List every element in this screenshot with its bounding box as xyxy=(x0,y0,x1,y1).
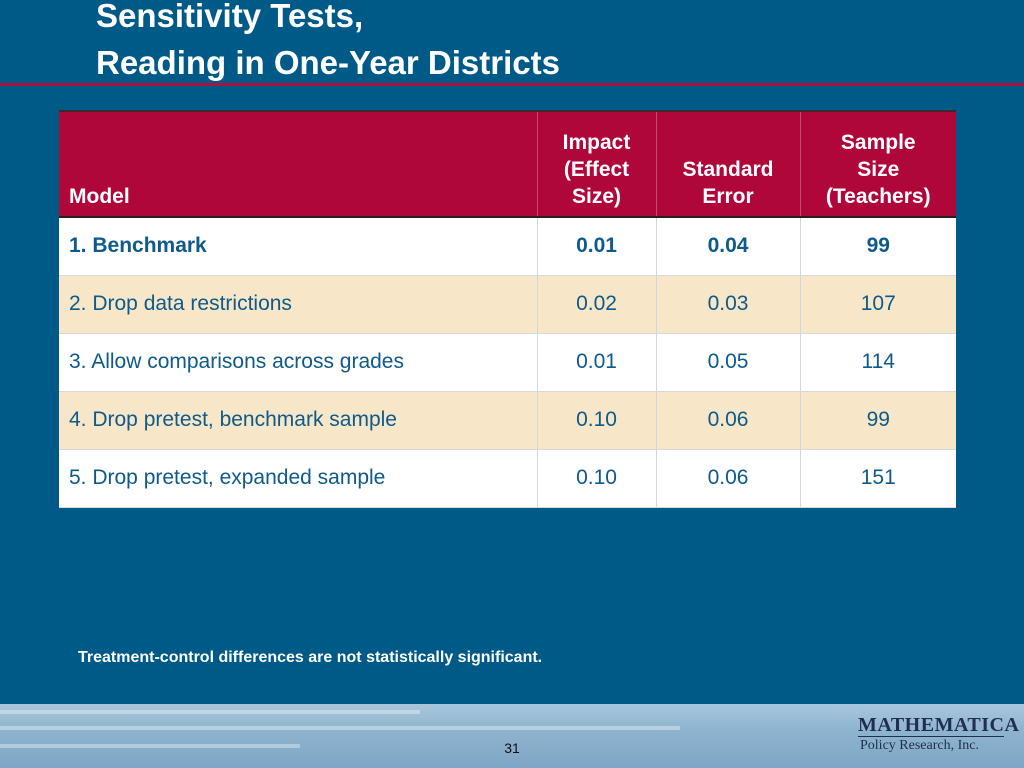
footer-streak xyxy=(0,710,420,714)
header-sample-size: Sample Size (Teachers) xyxy=(799,110,956,218)
cell-impact: 0.01 xyxy=(536,217,656,276)
logo-divider xyxy=(858,736,1004,737)
cell-standard-error: 0.04 xyxy=(655,217,800,276)
cell-model: 2. Drop data restrictions xyxy=(59,275,537,334)
cell-model: 5. Drop pretest, expanded sample xyxy=(59,449,537,508)
cell-sample-size: 99 xyxy=(799,391,956,450)
header-standard-error: Standard Error xyxy=(655,110,800,218)
cell-standard-error: 0.05 xyxy=(655,333,800,392)
cell-sample-size: 114 xyxy=(799,333,956,392)
footer-streak xyxy=(0,744,300,748)
title-divider xyxy=(0,83,1024,86)
cell-model: 1. Benchmark xyxy=(59,217,537,276)
table-row: 1. Benchmark 0.01 0.04 99 xyxy=(59,217,956,276)
footer-band xyxy=(0,704,1024,768)
title-line-2: Reading in One-Year Districts xyxy=(96,44,560,81)
logo-wordmark: MATHEMATICA xyxy=(858,714,1020,736)
mathematica-logo: MATHEMATICA Policy Research, Inc. xyxy=(858,714,1019,762)
table-row: 5. Drop pretest, expanded sample 0.10 0.… xyxy=(59,449,956,508)
cell-sample-size: 99 xyxy=(799,217,956,276)
cell-impact: 0.01 xyxy=(536,333,656,392)
title-line-1: Sensitivity Tests, xyxy=(96,0,364,34)
slide-title: Sensitivity Tests, Reading in One-Year D… xyxy=(96,0,560,86)
header-model: Model xyxy=(59,110,537,218)
table-row: 2. Drop data restrictions 0.02 0.03 107 xyxy=(59,275,956,334)
cell-model: 4. Drop pretest, benchmark sample xyxy=(59,391,537,450)
header-impact: Impact (Effect Size) xyxy=(536,110,656,218)
cell-impact: 0.10 xyxy=(536,391,656,450)
table-row: 4. Drop pretest, benchmark sample 0.10 0… xyxy=(59,391,956,450)
cell-sample-size: 151 xyxy=(799,449,956,508)
cell-impact: 0.10 xyxy=(536,449,656,508)
cell-model: 3. Allow comparisons across grades xyxy=(59,333,537,392)
significance-note: Treatment-control differences are not st… xyxy=(78,649,543,666)
table-row: 3. Allow comparisons across grades 0.01 … xyxy=(59,333,956,392)
cell-standard-error: 0.06 xyxy=(655,391,800,450)
cell-sample-size: 107 xyxy=(799,275,956,334)
logo-tagline: Policy Research, Inc. xyxy=(860,738,979,753)
table-header-row: Model Impact (Effect Size) Standard Erro… xyxy=(59,110,956,218)
sensitivity-table: Model Impact (Effect Size) Standard Erro… xyxy=(59,110,956,508)
cell-standard-error: 0.03 xyxy=(655,275,800,334)
footer-streak xyxy=(0,726,680,730)
cell-standard-error: 0.06 xyxy=(655,449,800,508)
page-number: 31 xyxy=(504,740,520,756)
cell-impact: 0.02 xyxy=(536,275,656,334)
